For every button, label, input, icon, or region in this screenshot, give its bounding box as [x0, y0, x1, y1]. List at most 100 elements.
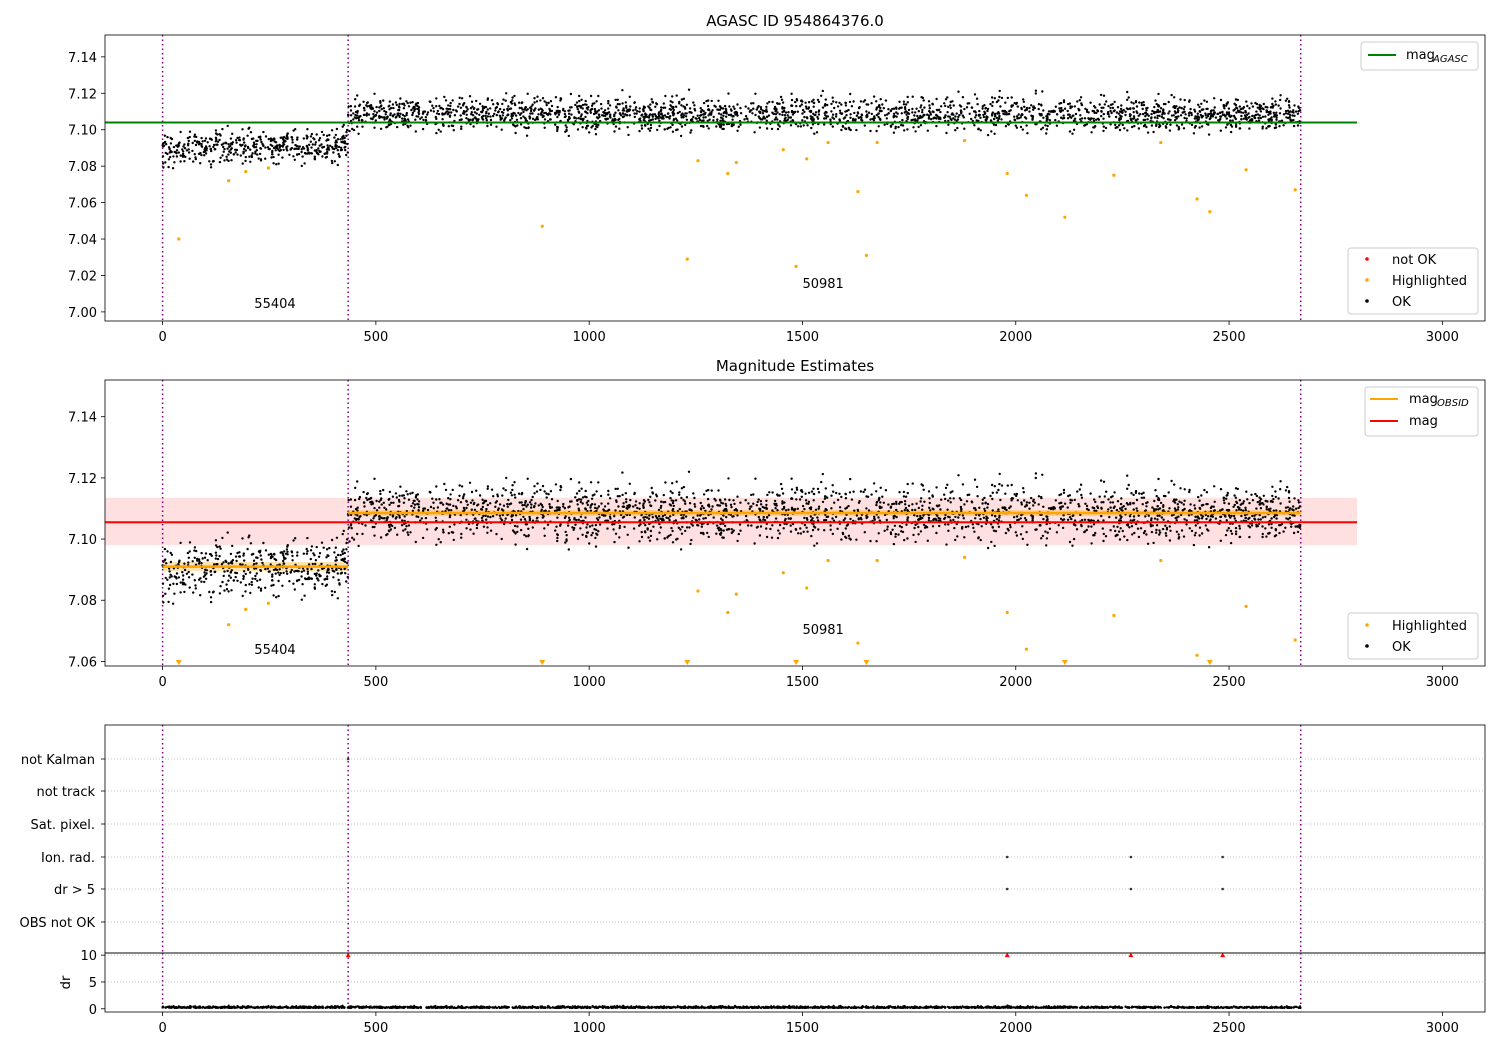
ok-point — [441, 118, 444, 121]
ok-point — [831, 125, 834, 128]
ok-point — [419, 117, 422, 121]
ok-point — [227, 590, 230, 593]
ok-point — [1188, 490, 1191, 494]
ok-point — [1170, 93, 1173, 97]
ok-point — [465, 527, 468, 530]
ok-point — [650, 108, 653, 112]
ok-point — [1162, 117, 1165, 120]
ok-point — [345, 541, 348, 545]
ok-point — [725, 122, 729, 126]
ok-point — [1226, 491, 1230, 495]
ok-point — [986, 107, 990, 111]
ok-point — [1261, 501, 1264, 505]
ok-point — [1046, 124, 1049, 128]
ok-point — [728, 498, 731, 502]
ok-point — [825, 111, 828, 114]
ok-point — [403, 104, 406, 107]
ok-point — [432, 106, 435, 110]
ok-point — [1224, 115, 1227, 118]
ok-point — [208, 552, 212, 556]
ok-point — [640, 124, 643, 127]
ok-point — [425, 528, 429, 531]
ok-point — [347, 105, 350, 108]
ok-point — [177, 151, 180, 154]
ok-point — [998, 95, 1001, 99]
ok-point — [1128, 114, 1132, 118]
ok-point — [314, 143, 317, 146]
ok-point — [345, 538, 349, 541]
ok-point — [1233, 517, 1237, 520]
ok-point — [1292, 111, 1295, 114]
ok-point — [970, 106, 974, 110]
ok-point — [975, 119, 978, 122]
ok-point — [241, 537, 244, 540]
ok-point — [852, 490, 855, 493]
ok-point — [982, 115, 986, 119]
ok-point — [947, 529, 950, 532]
ok-point — [836, 527, 839, 530]
ok-point — [1200, 125, 1204, 128]
ok-point — [369, 519, 373, 522]
ok-point — [401, 117, 404, 120]
ok-point — [1265, 109, 1268, 112]
ok-point — [1022, 100, 1025, 104]
ok-point — [1107, 110, 1110, 114]
ok-point — [843, 517, 847, 520]
ok-point — [1167, 112, 1170, 115]
ok-point — [1121, 123, 1125, 127]
ok-point — [1274, 103, 1278, 106]
ok-point — [172, 145, 176, 149]
ok-point — [907, 108, 911, 112]
ok-point — [719, 119, 722, 123]
ok-point — [825, 508, 828, 512]
ok-point — [781, 107, 784, 110]
ok-point — [618, 524, 622, 528]
ok-point — [278, 568, 281, 571]
ok-point — [435, 131, 438, 135]
ok-point — [269, 143, 272, 146]
ok-point — [588, 131, 591, 134]
ok-point — [927, 116, 931, 119]
ok-point — [981, 502, 984, 505]
ok-point — [914, 111, 917, 114]
ok-point — [485, 117, 488, 120]
ok-point — [906, 101, 909, 104]
ok-point — [575, 117, 578, 120]
ok-point — [390, 501, 393, 504]
ok-point — [1258, 496, 1261, 499]
ok-point — [998, 472, 1001, 476]
ok-point — [880, 506, 883, 509]
ok-point — [698, 118, 702, 122]
ok-point — [1162, 518, 1165, 521]
ok-point — [702, 493, 706, 496]
ok-point — [1254, 492, 1257, 496]
ok-point — [666, 112, 670, 115]
ok-point — [234, 148, 237, 151]
ok-point — [1297, 501, 1301, 504]
ok-point — [364, 524, 367, 527]
ok-point — [277, 594, 280, 598]
ok-point — [330, 159, 334, 163]
ok-point — [1284, 506, 1288, 509]
ok-point — [590, 104, 594, 108]
ok-point — [530, 108, 533, 111]
ok-point — [923, 500, 926, 503]
ok-point — [1083, 117, 1087, 120]
ok-point — [845, 524, 849, 527]
ok-point — [762, 515, 765, 519]
ok-point — [1119, 107, 1123, 111]
ok-point — [1142, 118, 1145, 122]
ok-point — [1073, 117, 1077, 120]
ok-point — [486, 531, 489, 534]
ok-point — [1140, 103, 1144, 107]
ok-point — [826, 115, 830, 118]
ok-point — [352, 118, 355, 121]
ok-point — [638, 110, 641, 113]
legend-subscript: AGASC — [1432, 54, 1468, 65]
ok-point — [1144, 515, 1147, 518]
ok-point — [773, 118, 777, 121]
ok-point — [875, 540, 878, 543]
ok-point — [579, 117, 582, 121]
ok-point — [989, 119, 993, 122]
ok-point — [1269, 106, 1273, 109]
